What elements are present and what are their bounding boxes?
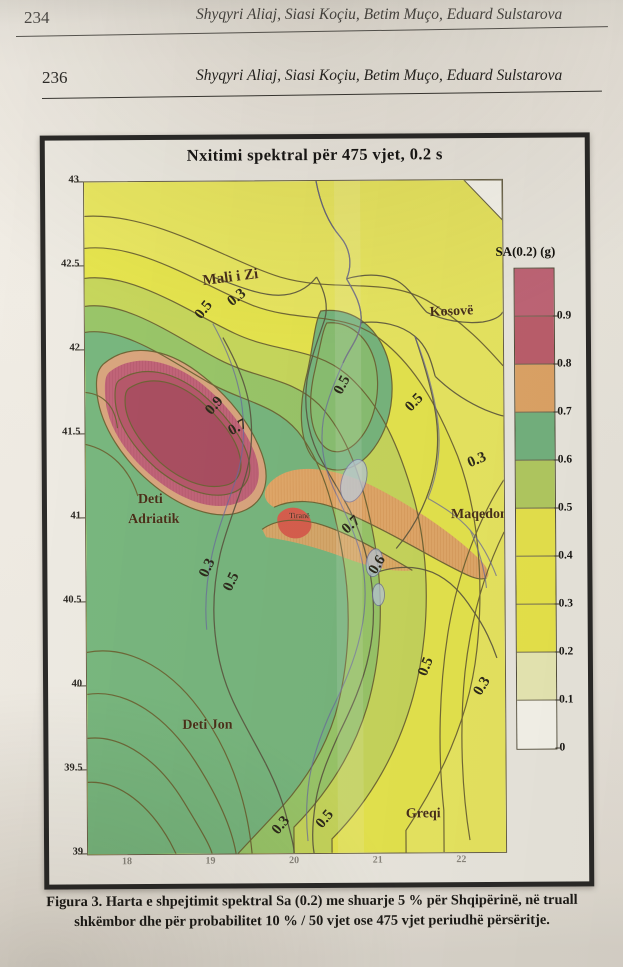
hazard-map-svg (83, 179, 507, 855)
y-axis-tick-label: 39 (72, 846, 84, 858)
figure-caption: Figura 3. Harta e shpejtimit spektral Sa… (36, 891, 588, 933)
page-number: 236 (42, 68, 68, 87)
map-label-maqedoni: Maqedoni (450, 506, 508, 523)
legend-band (515, 412, 555, 461)
y-axis-tick-label: 41 (70, 510, 82, 522)
legend-tick-label: 0.7 (557, 405, 572, 418)
running-head: 236 Shyqyri Aliaj, Siasi Koçiu, Betim Mu… (0, 58, 623, 118)
running-head-authors: Shyqyri Aliaj, Siasi Koçiu, Betim Muço, … (196, 67, 563, 84)
legend-tick-mark (553, 363, 560, 365)
map-label-deti-adriatik-2: Adriatik (128, 511, 180, 528)
legend-tick-label: 0.3 (558, 597, 573, 610)
legend-title: SA(0.2) (g) (495, 243, 556, 259)
legend-band (514, 316, 555, 365)
running-head-rule (41, 90, 602, 100)
figure-caption-line-1: Figura 3. Harta e shpejtimit spektral Sa… (46, 891, 578, 911)
legend-band (516, 556, 556, 605)
legend-tick-mark (553, 459, 560, 461)
legend-tick-label: 0.6 (557, 453, 573, 466)
x-axis-tick-label: 20 (289, 855, 300, 867)
x-axis-tick-label: 19 (205, 855, 216, 867)
y-axis-tick-mark (76, 517, 86, 519)
y-axis-tick-label: 39.5 (64, 762, 83, 774)
figure-caption-line-2: shkëmbor dhe për probabilitet 10 % / 50 … (74, 911, 550, 930)
x-axis-tick-label: 22 (456, 854, 467, 866)
hazard-map-plot: Mali i Zi Kosovë Maqedoni Deti Adriatik Deti … (82, 178, 508, 856)
map-label-greqi: Greqi (405, 806, 441, 822)
y-axis-tick-mark (73, 181, 83, 183)
y-axis-tick-label: 42.5 (61, 258, 80, 270)
running-head-rule-bleed (15, 26, 608, 38)
legend-band (515, 508, 556, 557)
legend-band (516, 604, 556, 653)
legend-tick-label: 0.5 (557, 501, 573, 514)
y-axis-tick-mark (75, 349, 85, 351)
legend-tick-label: 0.9 (556, 309, 572, 322)
y-axis-tick-label: 43 (68, 174, 80, 186)
legend-band (515, 364, 555, 413)
legend-tick-label: 0.1 (559, 693, 574, 706)
legend-band (515, 460, 555, 509)
y-axis-tick-mark (75, 433, 85, 435)
legend-tick-label: 0.2 (558, 645, 574, 658)
legend-tick-mark (555, 747, 562, 749)
y-axis-tick-mark (77, 769, 87, 771)
legend-tick-mark (553, 411, 560, 413)
y-axis-tick-label: 41.5 (62, 426, 81, 438)
y-axis-tick-mark (76, 601, 86, 603)
y-axis-tick-mark (78, 853, 88, 855)
map-label-deti-adriatik-1: Deti (137, 491, 163, 508)
figure-3: Nxitimi spektral për 475 vjet, 0.2 s 43 4… (39, 132, 595, 890)
map-label-kosove: Kosovë (429, 303, 474, 321)
legend-tick-mark (554, 651, 561, 653)
legend-band (517, 700, 557, 749)
y-axis: 43 42.5 42 41.5 41 40.5 40 39.5 39 (45, 137, 585, 857)
y-axis-tick-label: 42 (69, 342, 81, 354)
running-head-bleed: 234 Shyqyri Aliaj, Siasi Koçiu, Betim Mu… (0, 0, 623, 60)
map-label-tirane: Tiranë (289, 511, 310, 521)
y-axis-tick-label: 40 (71, 678, 83, 690)
x-axis: 18 19 20 21 22 (45, 137, 585, 867)
legend-tick-mark (553, 507, 560, 509)
map-label-deti-jon: Deti Jon (182, 717, 233, 733)
legend-tick-mark (552, 315, 559, 317)
legend-band (516, 652, 557, 701)
legend-band (514, 268, 554, 317)
figure-title: Nxitimi spektral për 475 vjet, 0.2 s (186, 144, 443, 165)
legend-colorbar (513, 267, 558, 750)
legend-tick-label: 0.8 (557, 357, 572, 370)
running-head-authors-bleed: Shyqyri Aliaj, Siasi Koçiu, Betim Muço, … (196, 6, 563, 23)
legend-tick-mark (555, 699, 562, 701)
y-axis-tick-mark (77, 685, 87, 687)
legend-tick-mark (554, 603, 561, 605)
y-axis-tick-label: 40.5 (63, 594, 82, 606)
x-axis-tick-label: 18 (121, 856, 132, 868)
y-axis-tick-mark (74, 265, 84, 267)
legend-tick-mark (554, 555, 561, 557)
x-axis-tick-label: 21 (372, 854, 383, 866)
page-number-bleed: 234 (24, 8, 50, 27)
legend-tick-label: 0.4 (558, 549, 573, 562)
